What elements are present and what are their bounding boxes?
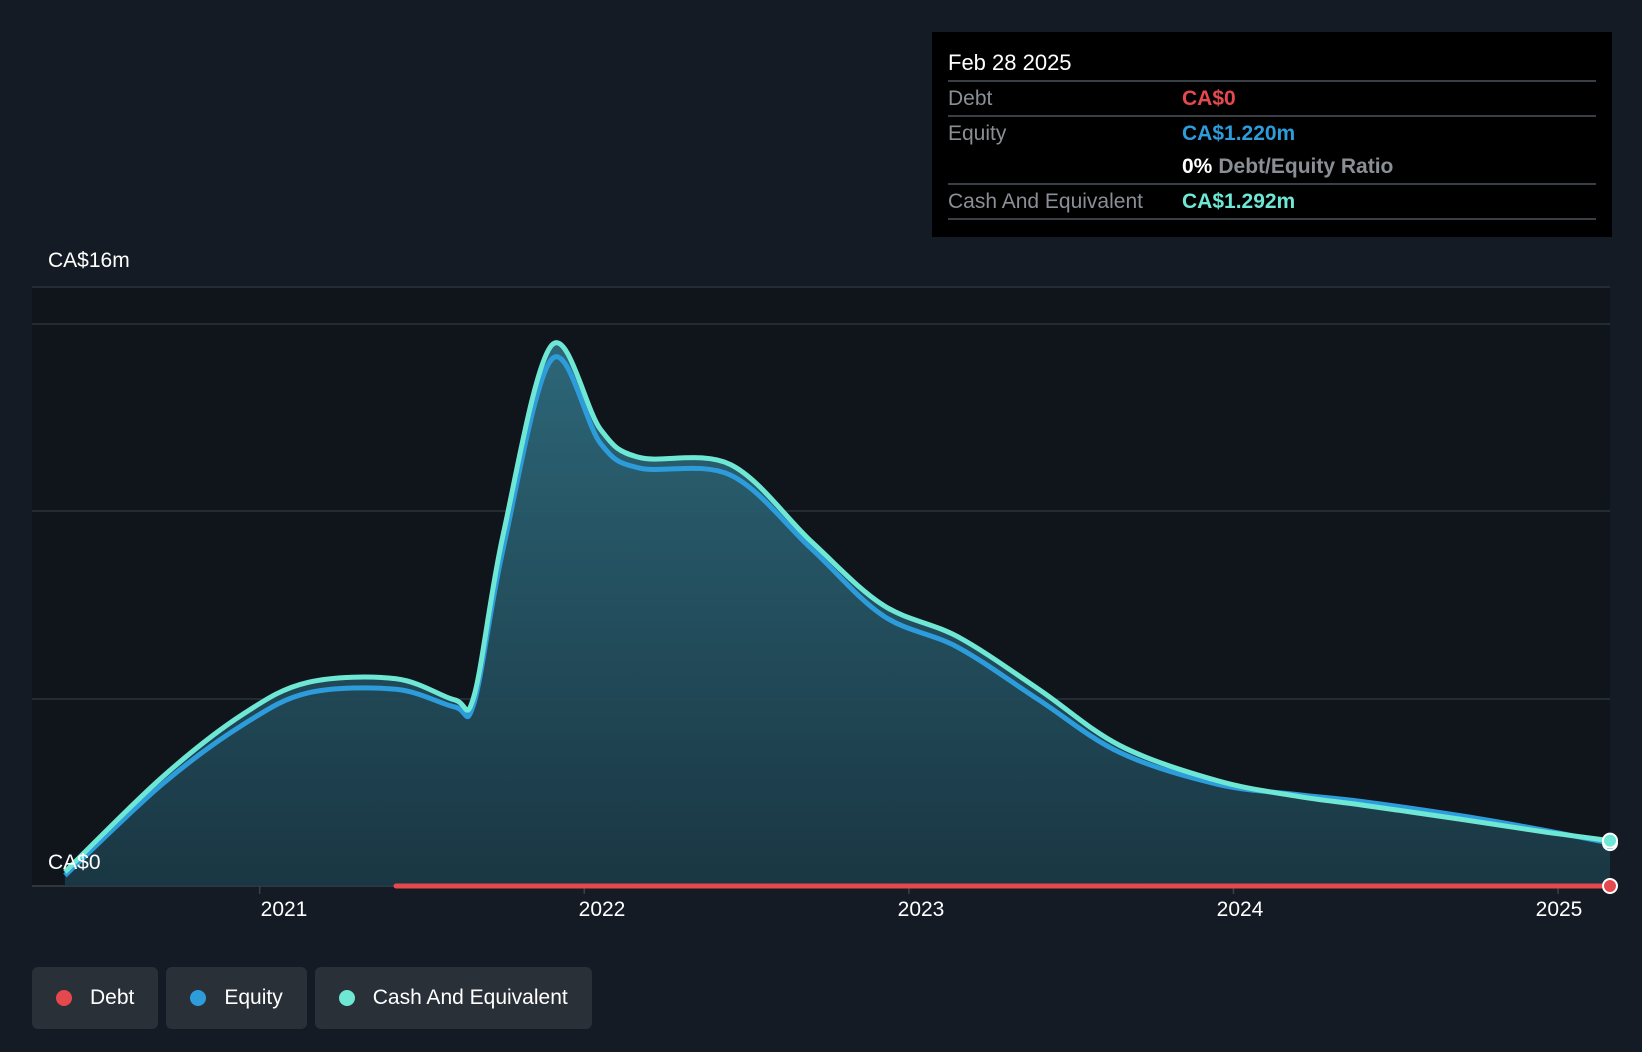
legend-label-debt: Debt: [90, 986, 135, 1009]
tooltip-ratio: 0% Debt/Equity Ratio: [1182, 150, 1393, 183]
tooltip-cash-label: Cash And Equivalent: [948, 190, 1143, 213]
x-tick-label: 2024: [1216, 898, 1264, 921]
legend-item-cash[interactable]: Cash And Equivalent: [314, 967, 592, 1029]
legend-dot-cash: [338, 990, 355, 1006]
tooltip-cash-value: CA$1.292m: [1182, 190, 1296, 213]
tooltip-row-cash: Cash And Equivalent CA$1.292m: [948, 185, 1596, 220]
cash-area-fill: [64, 342, 1611, 887]
tooltip-date: Feb 28 2025: [948, 46, 1596, 82]
tooltip-equity-label: Equity: [948, 122, 1007, 145]
legend-label-equity: Equity: [224, 986, 283, 1009]
tooltip-debt-label: Debt: [948, 87, 993, 110]
tooltip-equity-value: CA$1.220m: [1182, 122, 1296, 145]
tooltip-row-ratio: 0% Debt/Equity Ratio: [948, 150, 1596, 185]
debt-end-marker: [1602, 878, 1618, 894]
tooltip-row-debt: Debt CA$0: [948, 82, 1596, 117]
tooltip-ratio-label: Debt/Equity Ratio: [1218, 155, 1394, 178]
legend-label-cash: Cash And Equivalent: [372, 986, 568, 1009]
legend-item-debt[interactable]: Debt: [32, 967, 159, 1029]
cash-end-marker: [1602, 832, 1618, 849]
x-tick-label: 2022: [578, 898, 626, 921]
x-tick-label: 2023: [897, 898, 945, 921]
cash-line: [63, 340, 1611, 874]
x-tick-label: 2021: [260, 898, 308, 921]
tooltip-debt-value: CA$0: [1182, 87, 1236, 110]
legend-dot-debt: [56, 990, 72, 1006]
y-axis-bottom-label: CA$0: [48, 851, 101, 874]
tooltip-panel: Feb 28 2025 Debt CA$0 Equity CA$1.220m 0…: [932, 32, 1612, 237]
y-axis-top-label: CA$16m: [48, 249, 130, 272]
legend-dot-equity: [190, 990, 207, 1006]
series-lines: [63, 340, 1613, 889]
chart-legend: Debt Equity Cash And Equivalent: [32, 967, 592, 1029]
series-markers: [1602, 832, 1618, 894]
x-tick-label: 2025: [1535, 898, 1583, 921]
tooltip-ratio-percent: 0%: [1182, 155, 1213, 178]
tooltip-row-equity: Equity CA$1.220m: [948, 117, 1596, 150]
legend-item-equity[interactable]: Equity: [166, 967, 307, 1029]
area-fill: [64, 342, 1611, 887]
